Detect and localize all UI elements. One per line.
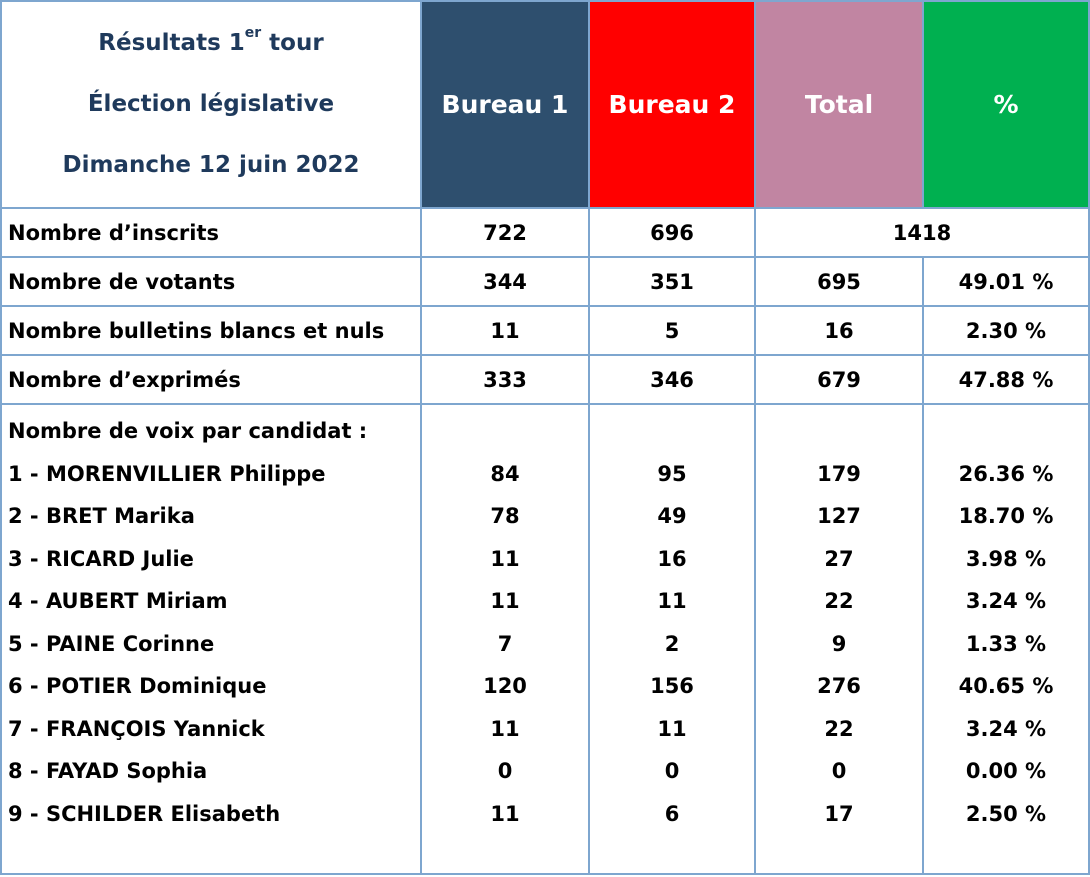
candidate-percent-value: 3.24 % [965, 716, 1047, 741]
candidate-bureau-2-value: 0 [664, 759, 680, 783]
candidate-total-value: 179 [817, 461, 861, 486]
candidate-name: 6 - POTIER Dominique [8, 674, 267, 698]
row-blancs-nuls: Nombre bulletins blancs et nuls 11 5 16 … [0, 305, 1090, 356]
candidate-percent-value: 26.36 % [958, 461, 1054, 486]
candidate-percent-value: 40.65 % [958, 674, 1054, 698]
candidate-name: 2 - BRET Marika [8, 504, 195, 528]
cell-bureau-2: 346 [588, 354, 756, 405]
candidate-bureau-2-cell: 95 49 16 11 2 156 11 0 6 [588, 403, 756, 875]
candidate-percent-value: 2.50 % [965, 801, 1047, 826]
column-header-total: Total [754, 0, 924, 209]
candidate-bureau-1-value: 7 [497, 631, 513, 656]
candidate-name: 5 - PAINE Corinne [8, 631, 215, 656]
cell-bureau-2: 696 [588, 207, 756, 258]
candidate-bureau-2-value: 11 [657, 589, 687, 613]
candidate-total-value: 127 [817, 504, 861, 528]
cell-bureau-1: 11 [420, 305, 590, 356]
row-exprimes: Nombre d’exprimés 333 346 679 47.88 % [0, 354, 1090, 405]
title-line-3: Dimanche 12 juin 2022 [62, 152, 360, 178]
candidate-name: 4 - AUBERT Miriam [8, 589, 228, 613]
row-label: Nombre de votants [0, 256, 422, 307]
cell-percent: 2.30 % [922, 305, 1090, 356]
candidate-bureau-2-value: 16 [657, 546, 687, 571]
title-line-2: Élection législative [87, 91, 335, 117]
candidate-percent-cell: 26.36 % 18.70 % 3.98 % 3.24 % 1.33 % 40.… [922, 403, 1090, 875]
candidate-name: 1 - MORENVILLIER Philippe [8, 461, 326, 486]
candidate-bureau-1-value: 0 [497, 759, 513, 783]
candidate-total-value: 27 [824, 546, 854, 571]
candidate-bureau-2-value: 6 [664, 801, 680, 826]
candidate-total-value: 22 [824, 716, 854, 741]
row-label: Nombre d’inscrits [0, 207, 422, 258]
column-header-bureau-1: Bureau 1 [420, 0, 590, 209]
candidate-bureau-2-value: 95 [657, 461, 687, 486]
cell-bureau-2: 351 [588, 256, 756, 307]
candidate-names-cell: Nombre de voix par candidat : 1 - MORENV… [0, 403, 422, 875]
header-row: Résultats 1er tour Élection législative … [0, 0, 1090, 209]
cell-bureau-2: 5 [588, 305, 756, 356]
candidate-total-value: 276 [817, 674, 861, 698]
candidates-heading: Nombre de voix par candidat : [8, 419, 368, 443]
cell-bureau-1: 344 [420, 256, 590, 307]
candidate-percent-value: 0.00 % [965, 759, 1047, 783]
candidate-name: 8 - FAYAD Sophia [8, 759, 208, 783]
cell-total: 16 [754, 305, 924, 356]
title-line-1: Résultats 1er tour [98, 25, 324, 56]
candidate-percent-value: 1.33 % [965, 631, 1047, 656]
candidate-bureau-1-value: 11 [490, 589, 520, 613]
cell-percent: 49.01 % [922, 256, 1090, 307]
candidate-bureau-1-cell: 84 78 11 11 7 120 11 0 11 [420, 403, 590, 875]
candidate-total-cell: 179 127 27 22 9 276 22 0 17 [754, 403, 924, 875]
cell-bureau-1: 333 [420, 354, 590, 405]
candidate-bureau-2-value: 156 [650, 674, 694, 698]
candidate-percent-value: 3.98 % [965, 546, 1047, 571]
title-cell: Résultats 1er tour Élection législative … [0, 0, 422, 209]
candidate-bureau-2-value: 2 [664, 631, 680, 656]
row-votants: Nombre de votants 344 351 695 49.01 % [0, 256, 1090, 307]
cell-percent: 47.88 % [922, 354, 1090, 405]
row-inscrits: Nombre d’inscrits 722 696 1418 [0, 207, 1090, 258]
column-header-percent: % [922, 0, 1090, 209]
candidate-bureau-1-value: 84 [490, 461, 520, 486]
candidate-bureau-1-value: 11 [490, 801, 520, 826]
candidate-bureau-1-value: 11 [490, 546, 520, 571]
candidate-name: 3 - RICARD Julie [8, 546, 194, 571]
candidate-total-value: 9 [831, 631, 847, 656]
column-header-bureau-2: Bureau 2 [588, 0, 756, 209]
candidate-bureau-2-value: 49 [657, 504, 687, 528]
cell-total: 695 [754, 256, 924, 307]
cell-bureau-1: 722 [420, 207, 590, 258]
candidate-total-value: 22 [824, 589, 854, 613]
candidate-bureau-1-value: 78 [490, 504, 520, 528]
candidate-percent-value: 3.24 % [965, 589, 1047, 613]
row-label: Nombre bulletins blancs et nuls [0, 305, 422, 356]
candidate-bureau-1-value: 11 [490, 716, 520, 741]
cell-total-merged: 1418 [754, 207, 1090, 258]
row-label: Nombre d’exprimés [0, 354, 422, 405]
candidate-name: 9 - SCHILDER Elisabeth [8, 801, 281, 826]
candidate-bureau-2-value: 11 [657, 716, 687, 741]
candidates-block: Nombre de voix par candidat : 1 - MORENV… [0, 403, 1090, 875]
candidate-bureau-1-value: 120 [483, 674, 527, 698]
candidate-name: 7 - FRANÇOIS Yannick [8, 716, 265, 741]
candidate-total-value: 17 [824, 801, 854, 826]
cell-total: 679 [754, 354, 924, 405]
candidate-percent-value: 18.70 % [958, 504, 1054, 528]
candidate-total-value: 0 [831, 759, 847, 783]
